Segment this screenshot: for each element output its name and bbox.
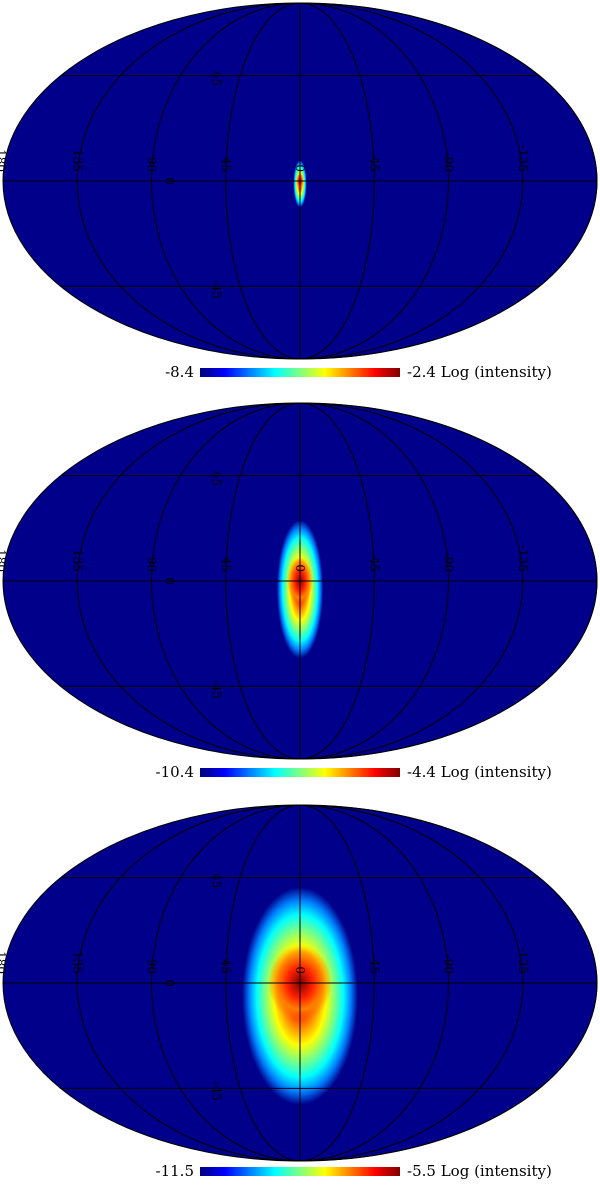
colorbar-gradient [200,1167,400,1176]
latitude-label: 0 [163,177,177,185]
mollweide-map-1: 180 135 90 45 0 -45 -90 -135 45 0 -45 [0,2,598,360]
colorbar-min-label: -10.4 [155,763,194,781]
colorbar-max-value: -2.4 [407,363,436,381]
colorbar-gradient [200,768,400,777]
longitude-label: 45 [219,157,233,172]
latitude-label: 45 [209,873,223,888]
colorbar-unit-label: Log (intensity) [440,1162,552,1180]
sky-map-panel-3: 180 135 90 45 0 -45 -90 -135 45 0 -45 [0,802,600,1197]
colorbar-max-label: -2.4 Log (intensity) [407,363,552,381]
graticule [3,804,598,1162]
longitude-label: -90 [442,955,456,974]
colorbar-row-3: -11.5 -5.5 Log (intensity) [0,1160,600,1184]
colorbar-max-value: -4.4 [407,763,436,781]
longitude-label: -90 [442,553,456,572]
longitude-label: 135 [70,149,84,172]
longitude-label: -45 [367,553,381,572]
mollweide-map-2: 180 135 90 45 0 -45 -90 -135 45 0 -45 [0,402,598,760]
map-outline [2,402,598,760]
latitude-label: 45 [209,71,223,86]
latitude-label: 45 [209,471,223,486]
colorbar-min-label: -8.4 [165,363,194,381]
sky-map-panel-1: 180 135 90 45 0 -45 -90 -135 45 0 -45 [0,0,600,395]
map-outline [2,2,598,360]
latitude-label: -45 [209,680,223,699]
longitude-label: 0 [293,966,307,974]
colorbar-gradient [200,368,400,377]
map-outline [2,804,598,1162]
longitude-label: 45 [219,959,233,974]
colorbar-unit-label: Log (intensity) [440,763,552,781]
longitude-label: 90 [145,959,159,974]
longitude-label: 0 [293,164,307,172]
longitude-label: 135 [70,951,84,974]
colorbar-max-value: -5.5 [407,1162,436,1180]
longitude-label: -90 [442,153,456,172]
colorbar-min-label: -11.5 [155,1162,194,1180]
colorbar-row-2: -10.4 -4.4 Log (intensity) [0,761,600,785]
sky-map-panel-2: 180 135 90 45 0 -45 -90 -135 45 0 -45 [0,400,600,795]
longitude-label: 135 [70,549,84,572]
longitude-label: 45 [219,557,233,572]
longitude-label: -135 [516,145,530,172]
longitude-label: 180 [0,549,8,572]
longitude-label: 180 [0,149,8,172]
colorbar-max-label: -5.5 Log (intensity) [407,1162,552,1180]
longitude-label: -45 [367,153,381,172]
latitude-label: 0 [163,577,177,585]
latitude-label: -45 [209,280,223,299]
colorbar-row-1: -8.4 -2.4 Log (intensity) [0,361,600,385]
colorbar-unit-label: Log (intensity) [440,363,552,381]
longitude-label: 180 [0,951,8,974]
longitude-label: -45 [367,955,381,974]
latitude-label: -45 [209,1082,223,1101]
longitude-label: 0 [293,564,307,572]
longitude-label: -135 [516,947,530,974]
longitude-label: -135 [516,545,530,572]
longitude-label: 90 [145,157,159,172]
colorbar-max-label: -4.4 Log (intensity) [407,763,552,781]
mollweide-map-3: 180 135 90 45 0 -45 -90 -135 45 0 -45 [0,804,598,1162]
longitude-label: 90 [145,557,159,572]
latitude-label: 0 [163,979,177,987]
